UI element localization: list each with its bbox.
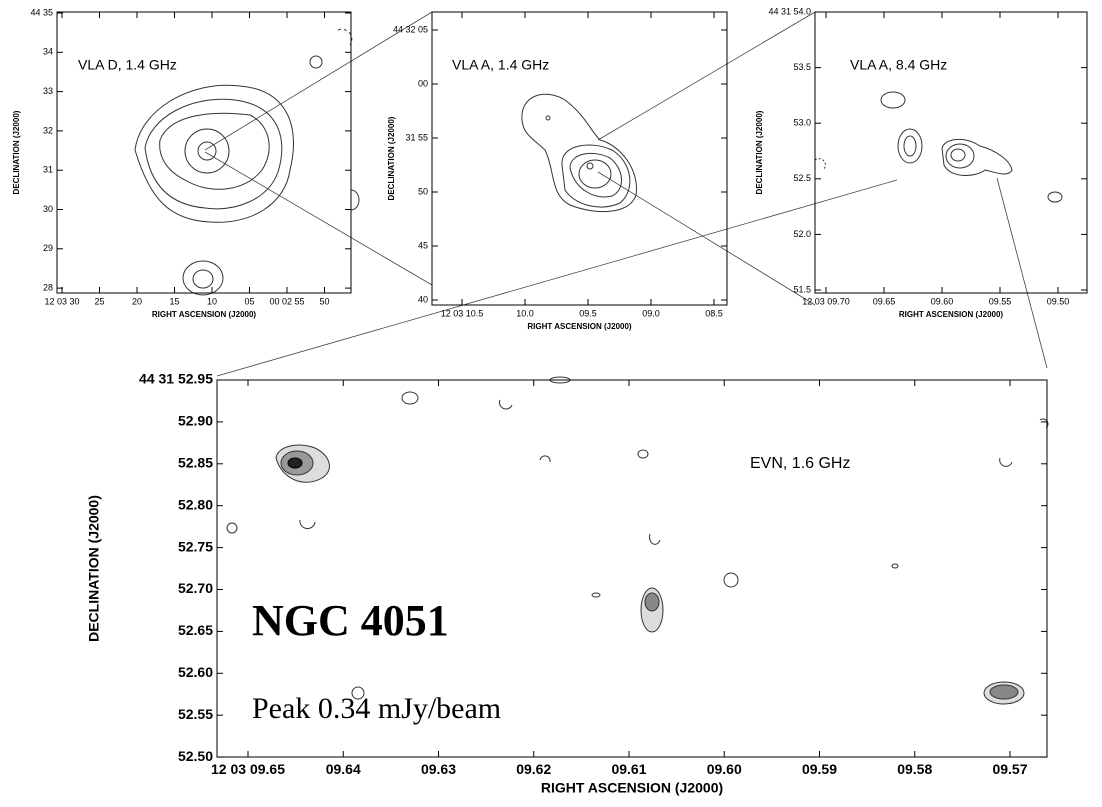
y-tick-label: 52.50 [178,748,213,764]
x-tick-label: 09.50 [1047,297,1070,307]
panel: EVN, 1.6 GHz 44 31 52.95 52.90 52.85 52.80 52… [86,371,1048,796]
y-tick-label: 52.5 [793,173,811,183]
y-tick-label: 52.75 [178,538,213,554]
x-tick-label: 09.0 [642,309,660,319]
contours-vla-d [134,28,360,296]
peak-label: Peak 0.34 mJy/beam [252,692,501,725]
x-tick-label: 05 [244,297,254,307]
y-axis-label: DECLINATION (J2000) [12,110,21,194]
x-tick-label: 09.55 [989,297,1012,307]
y-tick-label: 30 [43,204,53,214]
x-tick-label: 09.57 [992,761,1027,777]
y-tick-label: 53.0 [793,118,811,128]
y-tick-label: 52.90 [178,413,213,429]
panel-label: VLA D, 1.4 GHz [78,57,177,73]
x-tick-label: 09.65 [873,297,896,307]
x-tick-label: 25 [94,297,104,307]
x-tick-label: 12 03 30 [44,297,79,307]
x-tick-label: 09.59 [802,761,837,777]
y-tick-label: 33 [43,86,53,96]
y-tick-label: 44 31 52.95 [139,371,213,387]
y-axis-label: DECLINATION (J2000) [387,116,396,200]
y-axis-label: DECLINATION (J2000) [755,110,764,194]
x-tick-label: 09.62 [516,761,551,777]
y-tick-label: 52.85 [178,455,213,471]
y-tick-label: 52.55 [178,706,213,722]
y-tick-label: 52.80 [178,496,213,512]
x-axis-label: RIGHT ASCENSION (J2000) [152,310,257,319]
x-tick-label: 10.0 [516,309,534,319]
contours-vla-a-84 [814,91,1063,203]
x-axis-label: RIGHT ASCENSION (J2000) [527,322,632,331]
y-tick-label: 00 [418,78,428,88]
x-tick-label: 50 [319,297,329,307]
plot-frame [431,11,728,306]
x-tick-label: 09.60 [931,297,954,307]
plot-frame [814,11,1088,294]
y-tick-label: 44 31 54.0 [768,6,811,16]
y-tick-label: 50 [418,186,428,196]
panel-label: VLA A, 8.4 GHz [850,57,947,73]
y-tick-label: 31 [43,165,53,175]
y-tick-label: 45 [418,240,428,250]
x-tick-label: 09.63 [421,761,456,777]
x-tick-label: 09.58 [897,761,932,777]
x-tick-label: 12 03 10.5 [441,309,484,319]
x-tick-label: 09.61 [611,761,646,777]
y-tick-label: 29 [43,243,53,253]
x-tick-label: 08.5 [705,309,723,319]
y-tick-label: 53.5 [793,62,811,72]
x-tick-label: 00 02 55 [269,297,304,307]
x-tick-label: 12 03 09.70 [802,297,850,307]
x-tick-label: 09.64 [326,761,361,777]
x-axis-label: RIGHT ASCENSION (J2000) [899,310,1004,319]
y-tick-label: 40 [418,294,428,304]
y-tick-label: 52.65 [178,622,213,638]
y-tick-label: 52.70 [178,580,213,596]
connectors [204,11,1048,377]
panel: VLA A, 8.4 GHz 44 31 54.0 53.5 53.0 52.5 52.0… [755,6,1088,319]
contours-evn [226,376,1049,705]
x-tick-label: 15 [169,297,179,307]
plot-frame [56,11,352,294]
y-tick-label: 44 32 05 [393,24,428,34]
source-name: NGC 4051 [252,596,449,645]
y-tick-label: 34 [43,47,53,57]
y-tick-label: 52.60 [178,664,213,680]
x-axis-label: RIGHT ASCENSION (J2000) [541,780,723,796]
y-tick-label: 28 [43,282,53,292]
panel-label: VLA A, 1.4 GHz [452,57,549,73]
panel: VLA A, 1.4 GHz 44 32 05 00 31 55 50 45 40 12 03… [387,11,728,331]
x-tick-label: 09.5 [579,309,597,319]
panel: VLA D, 1.4 GHz 44 35 34 33 32 31 30 29 28 12 03 3… [12,7,352,319]
y-tick-label: 32 [43,125,53,135]
panel-label: EVN, 1.6 GHz [750,455,850,472]
x-tick-label: 12 03 09.65 [211,761,285,777]
x-tick-label: 09.60 [707,761,742,777]
y-tick-label: 52.0 [793,229,811,239]
y-tick-label: 31 55 [405,132,428,142]
plot-frame [216,379,1048,758]
contours-vla-a-14 [521,93,637,213]
x-tick-label: 20 [132,297,142,307]
x-tick-label: 10 [207,297,217,307]
y-tick-label: 44 35 [30,7,53,17]
y-axis-label: DECLINATION (J2000) [86,495,102,642]
y-tick-label: 51.5 [793,284,811,294]
